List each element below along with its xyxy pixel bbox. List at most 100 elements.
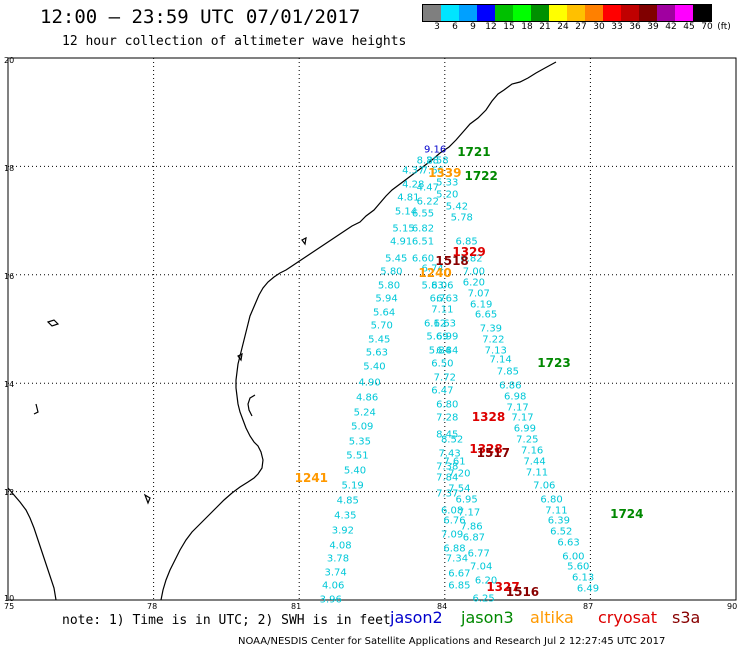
swh-value: 6.80 bbox=[436, 399, 459, 411]
swh-value: 6.74 bbox=[421, 263, 444, 275]
swh-value: 6.20 bbox=[474, 575, 498, 587]
swh-value: 5.42 bbox=[445, 201, 469, 213]
swh-value: 7.54 bbox=[448, 483, 471, 495]
island-small-3 bbox=[237, 352, 243, 362]
legend-altika: altika bbox=[530, 608, 574, 627]
footnote: note: 1) Time is in UTC; 2) SWH is in fe… bbox=[62, 613, 391, 628]
swh-value: 5.78 bbox=[450, 212, 473, 224]
legend-label: 3 bbox=[434, 22, 440, 32]
swh-value: 7.66 bbox=[421, 165, 444, 177]
x-tick-label: 81 bbox=[291, 602, 302, 611]
legend-swatch bbox=[495, 5, 513, 21]
y-tick-label: 10 bbox=[4, 594, 15, 603]
swh-value: 8.45 bbox=[436, 429, 459, 441]
swh-value: 7.39 bbox=[479, 323, 503, 335]
swh-value: 5.24 bbox=[353, 407, 376, 419]
swh-value: 5.94 bbox=[375, 293, 398, 305]
legend-swatch bbox=[621, 5, 639, 21]
pass-time-label: 1723 bbox=[537, 355, 571, 370]
swh-value: 7.17 bbox=[506, 402, 529, 414]
y-tick-label: 12 bbox=[4, 488, 15, 497]
legend-label: 33 bbox=[611, 22, 623, 32]
legend-label: 42 bbox=[665, 22, 677, 32]
swh-value: 5.40 bbox=[343, 465, 367, 477]
swh-value: 7.07 bbox=[467, 288, 490, 300]
swh-value: 4.86 bbox=[356, 392, 379, 404]
legend-swatch bbox=[657, 5, 675, 21]
swh-value: 6.99 bbox=[513, 423, 537, 435]
legend-label: 6 bbox=[452, 22, 458, 32]
swh-value: 5.64 bbox=[372, 307, 396, 319]
swh-value: 4.81 bbox=[397, 192, 420, 204]
map-frame bbox=[7, 57, 737, 601]
swh-value: 5.51 bbox=[346, 450, 369, 462]
swh-value: 7.14 bbox=[489, 354, 512, 366]
swh-value: 7.72 bbox=[433, 372, 456, 384]
swh-value: 7.13 bbox=[484, 345, 507, 357]
swh-value: 7.37 bbox=[436, 488, 459, 500]
coastline-west bbox=[7, 487, 57, 601]
swh-value: 7.16 bbox=[521, 445, 544, 457]
x-tick-label: 90 bbox=[727, 602, 738, 611]
swh-value: 6.25 bbox=[472, 593, 495, 605]
swh-value: 6.12 bbox=[423, 318, 447, 330]
swh-value: 7.22 bbox=[482, 334, 505, 346]
swh-value: 3.78 bbox=[326, 553, 350, 565]
swh-value: 5.09 bbox=[351, 421, 374, 433]
swh-value: 4.90 bbox=[358, 377, 381, 389]
swh-value: 6.60 bbox=[411, 253, 435, 265]
pass-time-label: 1517 bbox=[476, 445, 511, 460]
swh-value: 6.87 bbox=[462, 532, 486, 544]
swh-value: 5.33 bbox=[436, 177, 459, 189]
swh-value: 6.63 bbox=[433, 318, 456, 330]
swh-value: 8.52 bbox=[440, 434, 464, 446]
legend-unit: (ft) bbox=[717, 22, 731, 32]
swh-value: 6.13 bbox=[571, 572, 595, 584]
legend-jason2: jason2 bbox=[390, 608, 443, 627]
swh-value: 7.11 bbox=[431, 304, 454, 316]
island-small-2 bbox=[33, 403, 39, 415]
swh-value: 7.09 bbox=[440, 529, 464, 541]
swh-value: 7.85 bbox=[496, 366, 520, 378]
pass-time-label: 1328 bbox=[471, 409, 506, 424]
swh-value: 8.58 bbox=[426, 155, 449, 167]
legend-label: 12 bbox=[485, 22, 497, 32]
swh-value: 6.99 bbox=[436, 331, 459, 343]
legend-cryosat: cryosat bbox=[598, 608, 658, 627]
legend-swatch bbox=[459, 5, 477, 21]
legend-swatch bbox=[441, 5, 459, 21]
pass-time-label: 1329 bbox=[452, 245, 486, 260]
swh-value: 5.63 bbox=[365, 347, 388, 359]
swh-value: 6.67 bbox=[448, 568, 471, 580]
swh-value: 7.17 bbox=[457, 507, 481, 519]
legend-swatch bbox=[585, 5, 603, 21]
swh-value: 4.06 bbox=[322, 580, 345, 592]
pass-time-label: 1516 bbox=[505, 585, 540, 600]
swh-value: 7.06 bbox=[533, 480, 556, 492]
pass-time-label: 1240 bbox=[418, 266, 452, 281]
legend-swatch bbox=[603, 5, 621, 21]
swh-value: 3.92 bbox=[331, 525, 355, 537]
swh-value: 7.17 bbox=[511, 412, 534, 424]
swh-value: 4.28 bbox=[402, 179, 425, 191]
swh-value: 6.82 bbox=[460, 253, 483, 265]
credit-line: NOAA/NESDIS Center for Satellite Applica… bbox=[238, 636, 666, 647]
swh-value: 6.84 bbox=[436, 345, 459, 357]
swh-value: 6.52 bbox=[550, 526, 573, 538]
y-tick-label: 18 bbox=[4, 164, 15, 173]
swh-value: 6.50 bbox=[431, 358, 454, 370]
swh-value: 7.11 bbox=[525, 467, 549, 479]
swh-value: 6.80 bbox=[540, 494, 563, 506]
swh-value: 6.20 bbox=[462, 277, 486, 289]
y-tick-label: 14 bbox=[4, 380, 15, 389]
swh-value: 6.86 bbox=[499, 380, 522, 392]
legend-label: 15 bbox=[503, 22, 515, 32]
swh-value: 6.63 bbox=[436, 293, 459, 305]
swh-value: 7.44 bbox=[523, 456, 546, 468]
legend-label: 27 bbox=[575, 22, 587, 32]
swh-value: 7.25 bbox=[516, 434, 539, 446]
swh-value: 5.60 bbox=[567, 561, 590, 573]
swh-value: 6.98 bbox=[504, 391, 527, 403]
swh-value: 5.45 bbox=[385, 253, 408, 265]
swh-value: 6.85 bbox=[455, 236, 478, 248]
